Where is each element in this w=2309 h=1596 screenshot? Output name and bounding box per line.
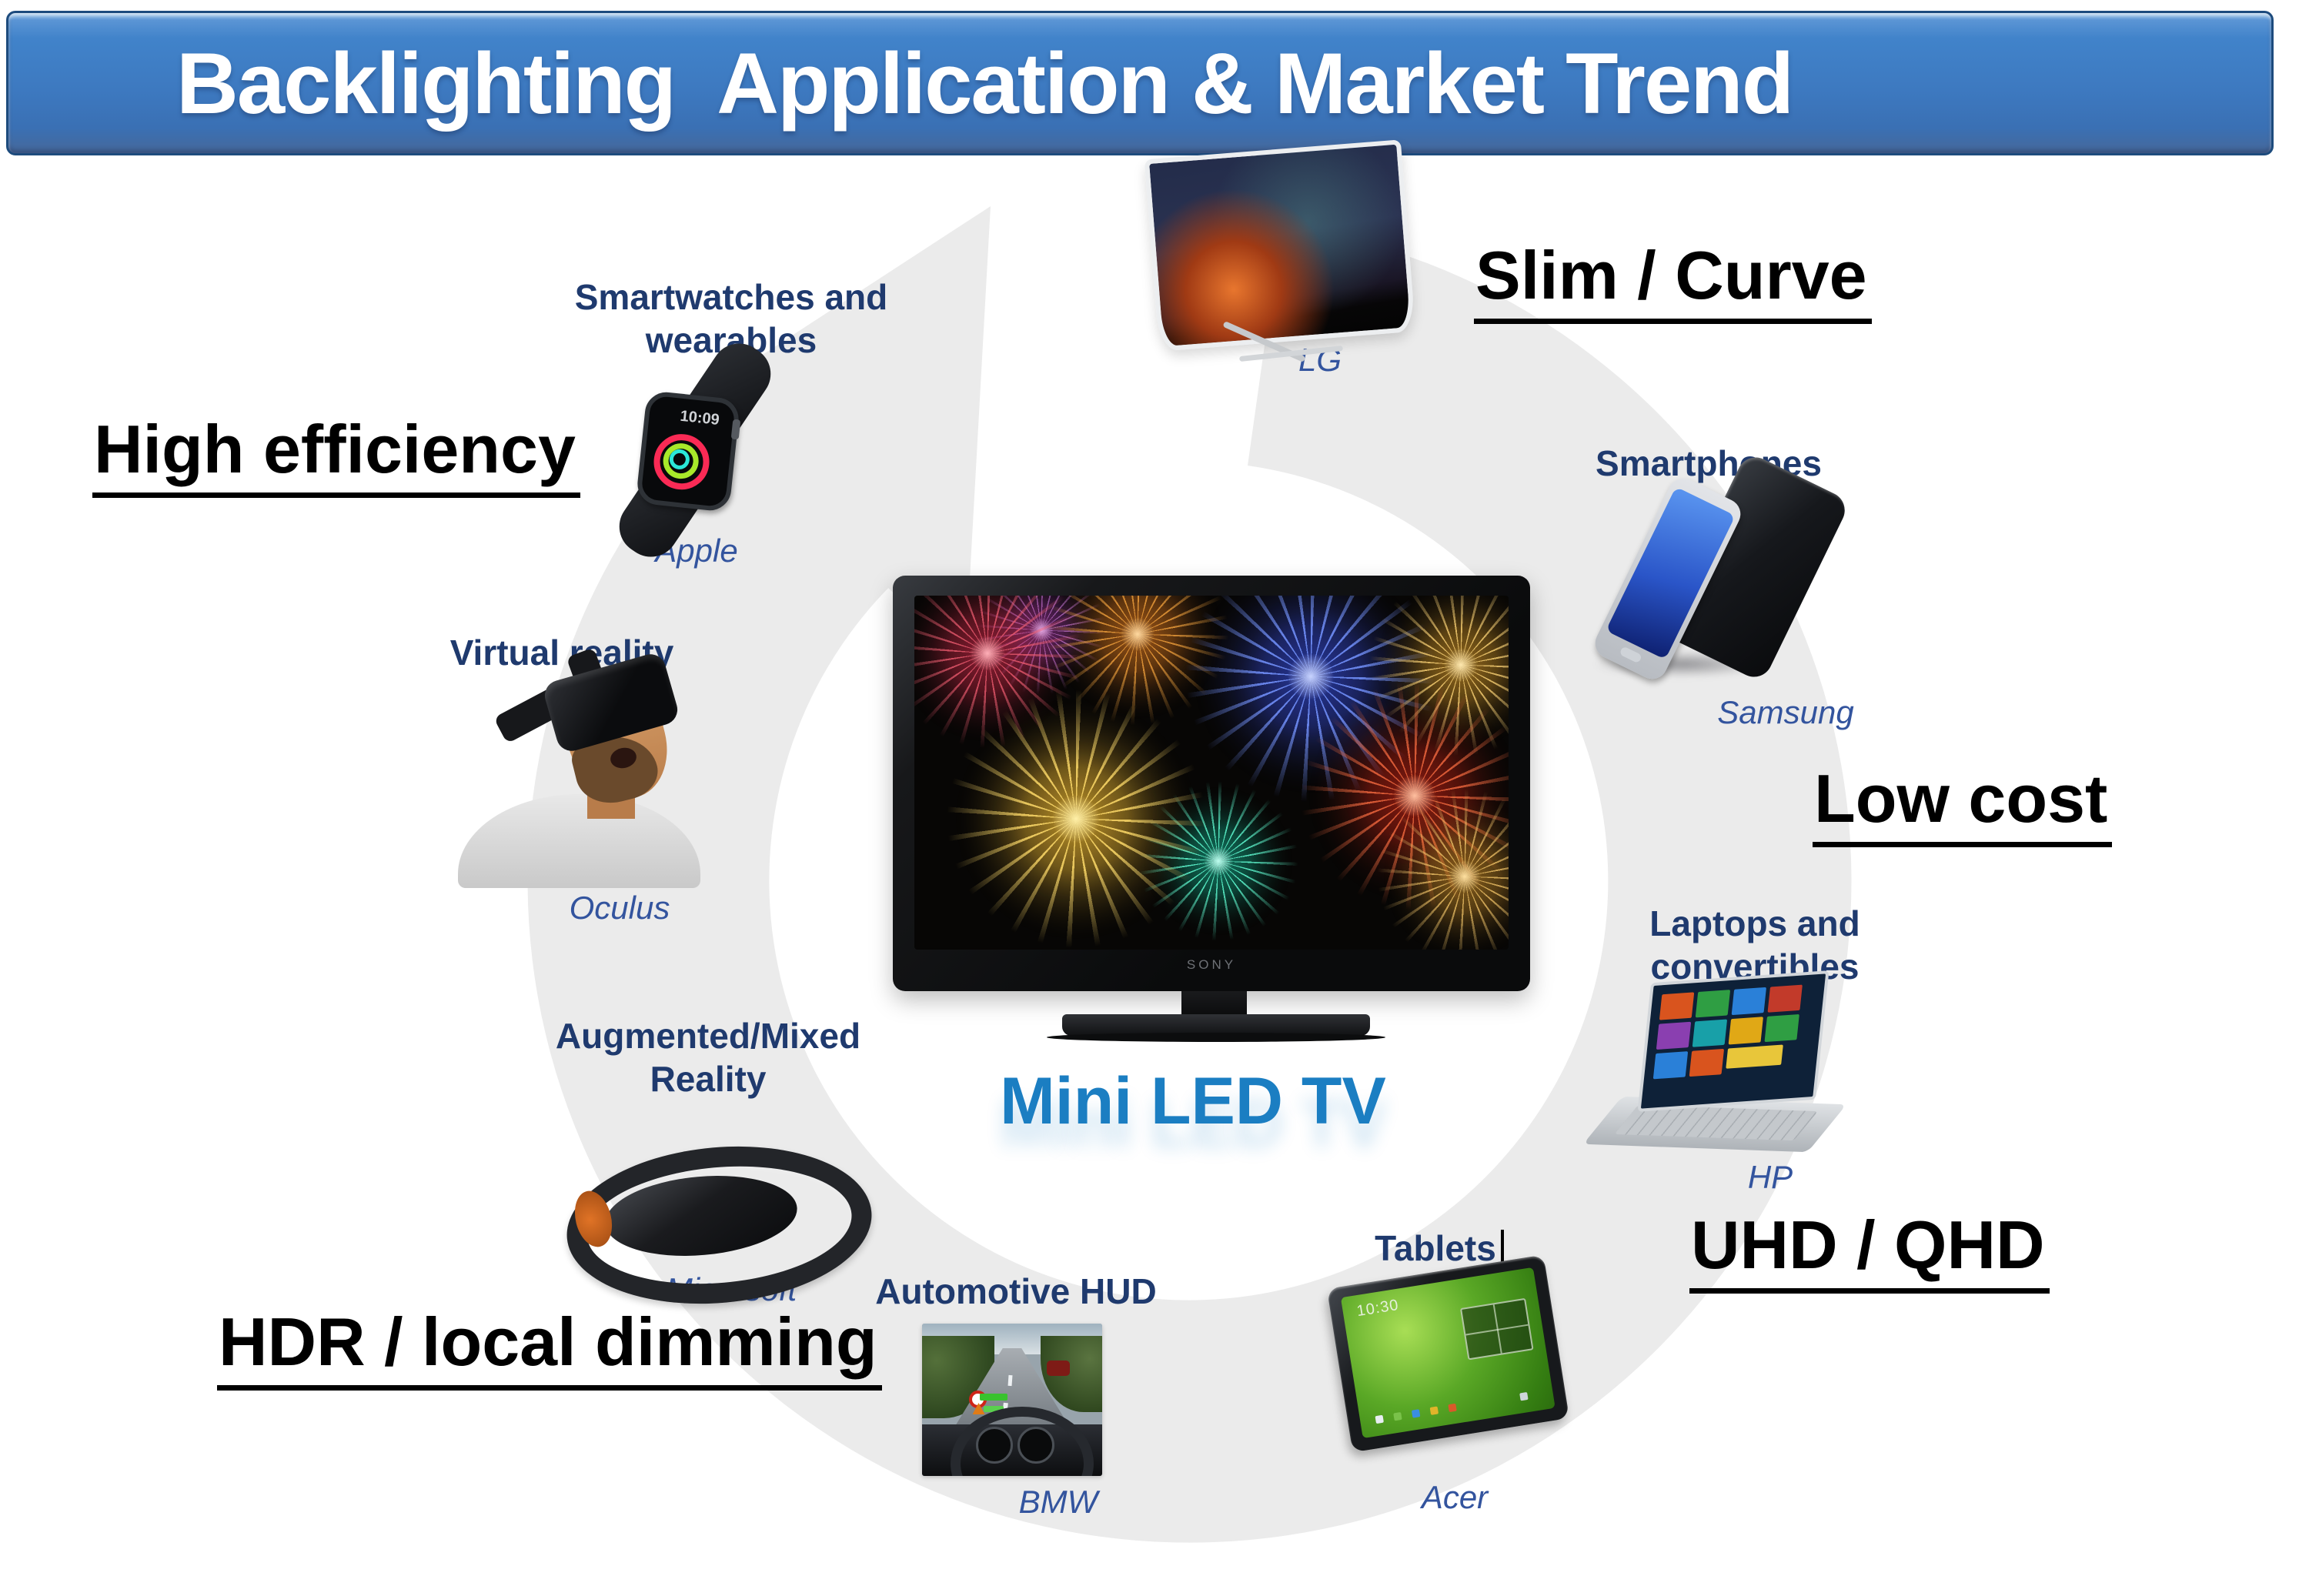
circular-arrow-head — [693, 206, 991, 662]
tile — [1728, 1017, 1763, 1045]
phone-home-button — [1619, 646, 1642, 664]
tile — [1695, 990, 1731, 1018]
brand-acer: Acer — [1421, 1479, 1489, 1515]
tile — [1764, 1013, 1799, 1043]
label-low-cost: Low cost — [1813, 763, 2113, 848]
firework-gold-big — [945, 688, 1207, 950]
hololens-image — [560, 1134, 879, 1316]
lg-tv-stand-base — [1239, 345, 1343, 362]
tablet-screen: 10:30 — [1340, 1267, 1555, 1439]
tv-stand-base — [1062, 1014, 1370, 1036]
tv-logo: SONY — [1186, 957, 1237, 972]
tv-stand-foot — [1047, 1033, 1385, 1042]
brand-microsoft: Microsoft — [665, 1271, 797, 1307]
tile-wide — [1726, 1044, 1783, 1069]
hud-car — [1046, 1360, 1070, 1376]
label-hdr-local-dimming: HDR / local dimming — [217, 1306, 882, 1391]
fireworks-image — [914, 596, 1509, 950]
watch-face: 10:09 — [635, 390, 741, 513]
mini-led-tv-image: SONY — [893, 576, 1539, 1049]
tile — [1731, 987, 1767, 1016]
brand-samsung: Samsung — [1717, 694, 1854, 730]
tablet-time: 10:30 — [1355, 1296, 1401, 1321]
category-tablets: Tablets — [1324, 1227, 1555, 1270]
samsung-phones-image — [1586, 451, 1851, 690]
category-augmented-reality: Augmented/Mixed Reality — [555, 1016, 861, 1100]
windows-tiles — [1652, 983, 1816, 1080]
acer-tablet-image: 10:30 — [1325, 1245, 1586, 1491]
automotive-hud-image — [922, 1324, 1102, 1476]
hp-laptop-image — [1582, 970, 1850, 1170]
apple-watch-image: 10:09 — [608, 332, 785, 568]
title-bar: Backlighting Application & Market Trend — [6, 11, 2274, 155]
mini-led-tv-caption: Mini LED TV — [1000, 1064, 1386, 1138]
tile — [1659, 992, 1695, 1020]
brand-oculus: Oculus — [569, 890, 670, 926]
label-slim-curve: Slim / Curve — [1474, 239, 1872, 325]
brand-bmw: BMW — [1018, 1484, 1098, 1520]
tile — [1692, 1019, 1728, 1047]
watch-time: 10:09 — [679, 407, 720, 429]
category-automotive-hud: Automotive HUD — [875, 1271, 1157, 1311]
slide-title: Backlighting Application & Market Trend — [176, 35, 1794, 132]
vr-headset-image — [458, 647, 704, 889]
tablet-dock-icons — [1375, 1414, 1384, 1424]
vr-man-shirt — [458, 794, 700, 888]
category-tablets-text: Tablets — [1375, 1228, 1496, 1268]
watch-crown — [730, 419, 741, 440]
text-caret — [1500, 1230, 1504, 1265]
tv-stand-neck — [1181, 991, 1247, 1016]
tile — [1689, 1048, 1725, 1077]
brand-hp: HP — [1747, 1159, 1793, 1195]
label-uhd-qhd: UHD / QHD — [1689, 1209, 2050, 1294]
lg-curved-tv-image — [1144, 139, 1416, 380]
tile — [1656, 1021, 1692, 1050]
hud-speed-bar — [983, 1405, 1004, 1412]
tile — [1767, 984, 1803, 1013]
label-high-efficiency: High efficiency — [92, 413, 580, 499]
tablet-body: 10:30 — [1326, 1254, 1570, 1453]
lg-tv-screen — [1144, 139, 1416, 352]
laptop-screen — [1637, 970, 1829, 1112]
tv-bezel: SONY — [893, 576, 1530, 991]
hud-speed-bar — [979, 1394, 1007, 1401]
tablet-widget — [1459, 1297, 1534, 1361]
tile — [1652, 1051, 1689, 1080]
